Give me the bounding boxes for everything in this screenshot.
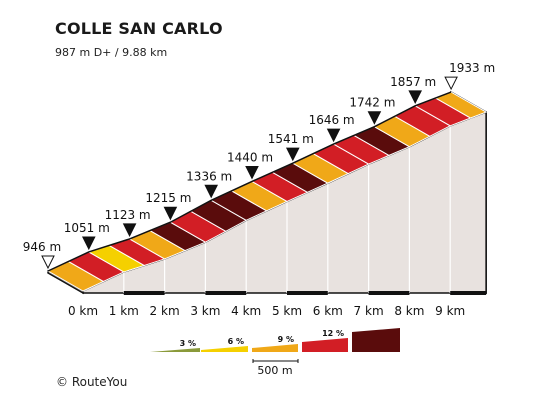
profile-top-band	[46, 91, 488, 292]
legend-swatch	[302, 338, 348, 352]
x-tick-label: 9 km	[435, 304, 465, 318]
elevation-marker-icon	[81, 236, 96, 251]
elevation-label: 1646 m	[309, 113, 355, 127]
x-tick-label: 5 km	[272, 304, 302, 318]
x-tick-label: 1 km	[109, 304, 139, 318]
km-base-strip	[123, 291, 165, 295]
x-tick-label: 3 km	[190, 304, 220, 318]
elevation-marker-icon	[163, 206, 178, 221]
elevation-label: 1051 m	[64, 221, 110, 235]
legend-swatch	[150, 348, 200, 352]
elevation-marker-icon	[122, 223, 137, 238]
elevation-label: 1336 m	[186, 169, 232, 183]
legend-swatch	[252, 344, 298, 352]
elevation-marker-icon	[326, 128, 341, 143]
profile-back-edge	[47, 91, 452, 272]
elevation-label: 1933 m	[449, 61, 495, 75]
x-tick-label: 6 km	[313, 304, 343, 318]
elevation-label: 1541 m	[268, 132, 314, 146]
elevation-label: 1123 m	[105, 208, 151, 222]
elevation-marker-icon	[245, 165, 259, 180]
x-tick-label: 8 km	[394, 304, 424, 318]
elevation-label: 1440 m	[227, 150, 273, 164]
legend-swatch	[352, 328, 400, 352]
km-base-strip	[450, 291, 487, 295]
x-axis: 0 km 1 km 2 km 3 km 4 km 5 km 6 km 7 km 8 km 9 km	[68, 304, 465, 318]
km-base-strip	[368, 291, 410, 295]
legend-label: 6 %	[228, 337, 244, 346]
legend-label: 9 %	[278, 335, 294, 344]
x-tick-label: 4 km	[231, 304, 261, 318]
legend-label: 3 %	[180, 339, 196, 348]
copyright-text: © RouteYou	[56, 375, 128, 389]
elevation-label: 1742 m	[349, 96, 395, 110]
chart-subtitle: 987 m D+ / 9.88 km	[55, 46, 168, 59]
x-tick-label: 2 km	[150, 304, 180, 318]
elevation-label: 946 m	[23, 240, 61, 254]
x-tick-label: 0 km	[68, 304, 98, 318]
elevation-marker-icon	[367, 111, 382, 125]
chart-title: COLLE SAN CARLO	[55, 19, 223, 38]
scale-label: 500 m	[257, 364, 292, 377]
km-base-strip	[287, 291, 328, 295]
km-base-strip	[205, 291, 247, 295]
grade-legend: 3 % 6 % 9 % 12 % 500 m	[150, 328, 400, 377]
elevation-marker-icon	[41, 255, 55, 270]
x-tick-label: 7 km	[354, 304, 384, 318]
elevation-marker-icon	[285, 147, 300, 162]
elevation-label: 1857 m	[390, 75, 436, 89]
elevation-marker-icon	[444, 76, 458, 91]
elevation-marker-icon	[408, 90, 423, 104]
elevation-label: 1215 m	[145, 191, 191, 205]
legend-swatch	[201, 346, 248, 352]
elevation-marker-icon	[204, 184, 219, 199]
legend-label: 12 %	[322, 329, 344, 338]
